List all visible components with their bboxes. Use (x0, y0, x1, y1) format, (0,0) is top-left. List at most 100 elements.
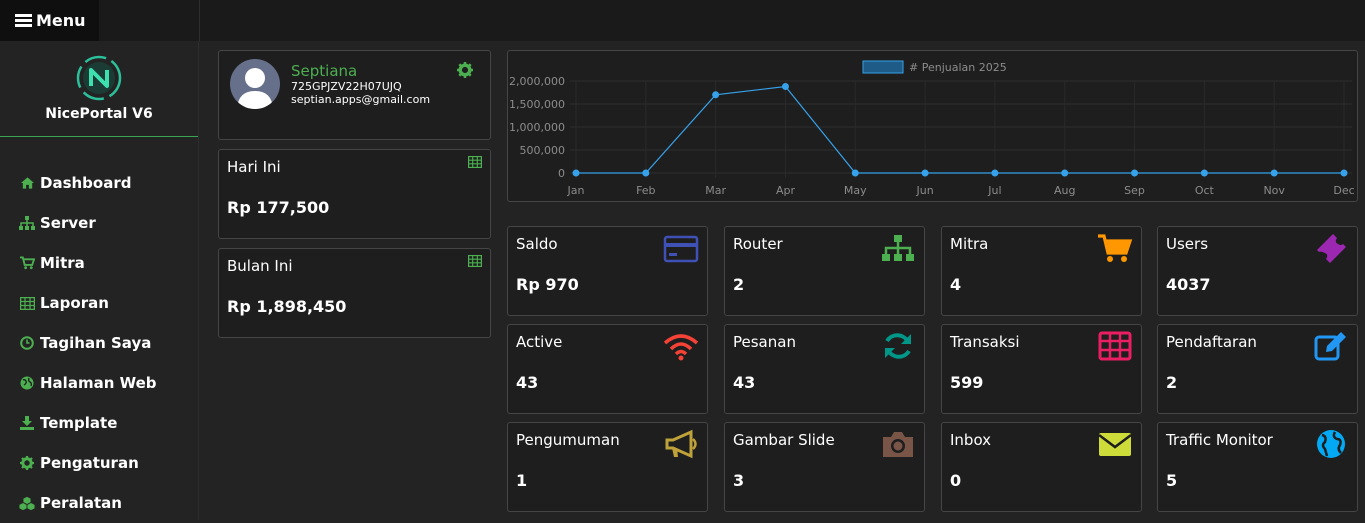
sidebar-item-tagihan-saya[interactable]: Tagihan Saya (0, 323, 198, 363)
cart-icon (1098, 234, 1133, 262)
menu-button[interactable]: Menu (0, 0, 99, 41)
table-icon (468, 255, 482, 267)
envelope-icon (1098, 433, 1132, 456)
brand: NicePortal V6 (0, 41, 198, 137)
profile-name: Septiana (291, 62, 358, 80)
month-card: Bulan Ini Rp 1,898,450 (218, 248, 491, 338)
series-line (576, 85, 1344, 174)
tile-value: 43 (733, 373, 756, 392)
settings-gear-icon[interactable] (457, 62, 473, 78)
sitemap-icon (19, 215, 35, 231)
x-tick-label: Sep (1124, 184, 1145, 197)
globe-icon (19, 375, 35, 391)
data-point (712, 91, 720, 99)
today-value: Rp 177,500 (227, 198, 330, 217)
data-point (572, 169, 580, 177)
hamburger-icon (15, 14, 32, 27)
today-card: Hari Ini Rp 177,500 (218, 149, 491, 239)
brand-logo-icon (76, 55, 122, 101)
tile-title: Pendaftaran (1166, 333, 1257, 351)
legend-label: # Penjualan 2025 (909, 61, 1007, 74)
tile-title: Pengumuman (516, 431, 620, 449)
sidebar: NicePortal V6 Dashboard Server Mitra Lap… (0, 41, 199, 520)
download-icon (19, 415, 35, 431)
x-tick-label: Mar (705, 184, 726, 197)
sidebar-item-halaman-web[interactable]: Halaman Web (0, 363, 198, 403)
tile-value: 2 (1166, 373, 1178, 392)
tile-inbox[interactable]: Inbox 0 (941, 422, 1142, 512)
x-tick-label: Jan (567, 184, 585, 197)
brand-name: NicePortal V6 (45, 106, 153, 122)
sidebar-item-label: Template (40, 414, 118, 432)
profile-code: 725GPJZV22H07UJQ (291, 80, 402, 93)
clock-icon (19, 335, 35, 351)
sidebar-item-dashboard[interactable]: Dashboard (0, 163, 198, 203)
y-tick-label: 1,000,000 (509, 121, 565, 134)
y-tick-label: 500,000 (520, 144, 566, 157)
x-tick-label: Dec (1333, 184, 1354, 197)
sidebar-item-label: Laporan (40, 294, 109, 312)
tile-saldo[interactable]: Saldo Rp 970 (507, 226, 708, 316)
sidebar-item-server[interactable]: Server (0, 203, 198, 243)
tile-title: Users (1166, 235, 1209, 253)
sidebar-item-pengaturan[interactable]: Pengaturan (0, 443, 198, 483)
tile-value: 43 (516, 373, 539, 392)
sidebar-item-label: Pengaturan (40, 454, 139, 472)
bullhorn-icon (665, 429, 697, 459)
data-point (851, 169, 859, 177)
data-point (781, 83, 789, 91)
month-title: Bulan Ini (227, 257, 293, 275)
table-icon (1098, 331, 1132, 361)
sidebar-item-template[interactable]: Template (0, 403, 198, 443)
x-tick-label: Feb (636, 184, 655, 197)
data-point (1131, 169, 1139, 177)
table-icon (468, 156, 482, 168)
tile-users[interactable]: Users 4037 (1157, 226, 1358, 316)
tile-gambar-slide[interactable]: Gambar Slide 3 (724, 422, 925, 512)
data-point (1061, 169, 1069, 177)
sidebar-item-mitra[interactable]: Mitra (0, 243, 198, 283)
month-value: Rp 1,898,450 (227, 297, 347, 316)
tile-value: 599 (950, 373, 984, 392)
tile-pendaftaran[interactable]: Pendaftaran 2 (1157, 324, 1358, 414)
tile-title: Saldo (516, 235, 558, 253)
tile-router[interactable]: Router 2 (724, 226, 925, 316)
legend-swatch (862, 60, 904, 74)
y-tick-label: 0 (558, 167, 565, 180)
profile-card: Septiana 725GPJZV22H07UJQ septian.apps@g… (218, 50, 491, 140)
data-point (1200, 169, 1208, 177)
tile-transaksi[interactable]: Transaksi 599 (941, 324, 1142, 414)
sidebar-item-peralatan[interactable]: Peralatan (0, 483, 198, 523)
tile-title: Mitra (950, 235, 989, 253)
x-tick-label: Aug (1054, 184, 1075, 197)
today-title: Hari Ini (227, 158, 281, 176)
tile-traffic-monitor[interactable]: Traffic Monitor 5 (1157, 422, 1358, 512)
x-tick-label: Jun (915, 184, 933, 197)
tile-pengumuman[interactable]: Pengumuman 1 (507, 422, 708, 512)
tile-mitra[interactable]: Mitra 4 (941, 226, 1142, 316)
tile-active[interactable]: Active 43 (507, 324, 708, 414)
tile-value: 4 (950, 275, 962, 294)
tile-title: Pesanan (733, 333, 796, 351)
globe-icon (1317, 430, 1345, 458)
sidebar-item-label: Halaman Web (40, 374, 157, 392)
cubes-icon (19, 495, 35, 511)
data-point (1270, 169, 1278, 177)
tile-title: Transaksi (950, 333, 1020, 351)
table-icon (19, 295, 35, 311)
credit-card-icon (663, 235, 699, 263)
gear-icon (19, 455, 35, 471)
sidebar-item-laporan[interactable]: Laporan (0, 283, 198, 323)
data-point (921, 169, 929, 177)
tile-value: 3 (733, 471, 745, 490)
tile-pesanan[interactable]: Pesanan 43 (724, 324, 925, 414)
tile-value: 4037 (1166, 275, 1211, 294)
menu-label: Menu (36, 11, 86, 30)
tile-title: Router (733, 235, 783, 253)
tile-title: Active (516, 333, 563, 351)
x-tick-label: Jul (987, 184, 1001, 197)
user-avatar-icon (237, 68, 273, 109)
data-point (642, 169, 650, 177)
sidebar-item-label: Mitra (40, 254, 85, 272)
